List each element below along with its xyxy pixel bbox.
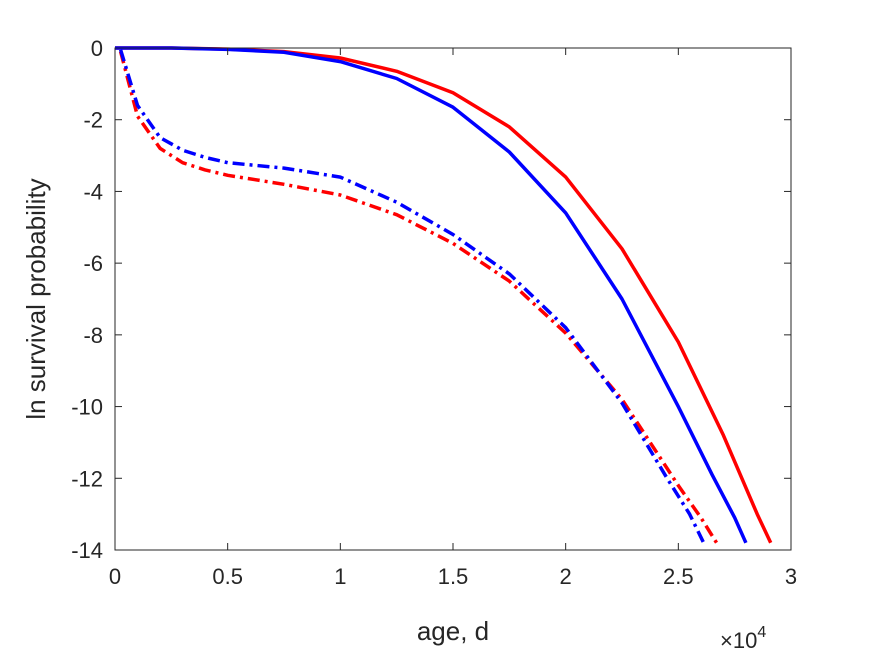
x-tick-label: 1.5: [438, 564, 469, 589]
series-line-2: [115, 46, 748, 544]
x-multiplier-exponent: 4: [757, 624, 766, 641]
x-tick-label: 3: [785, 564, 797, 589]
y-tick-label: -8: [83, 323, 103, 348]
x-axis-title: age, d: [417, 616, 489, 646]
series-layer: [115, 46, 773, 548]
series-line-4: [118, 49, 707, 548]
x-tick-label: 2: [560, 564, 572, 589]
series-line-3: [118, 51, 719, 544]
y-tick-label: -2: [83, 108, 103, 133]
y-tick-label: -10: [71, 395, 103, 420]
y-tick-label: -6: [83, 251, 103, 276]
tick-layer: 0 0.5 1 1.5 2 2.5 3 0 -2 -4 -6 -8 -10 -12 -14: [71, 36, 797, 589]
x-multiplier-base: ×10: [720, 628, 757, 653]
x-tick-label: 0: [109, 564, 121, 589]
x-tick-label: 2.5: [663, 564, 694, 589]
x-multiplier-label: ×104: [720, 624, 766, 653]
y-axis-title: ln survival probability: [21, 178, 51, 419]
y-tick-label: -4: [83, 179, 103, 204]
y-tick-label: 0: [91, 36, 103, 61]
x-tick-label: 0.5: [212, 564, 243, 589]
plot-area: [115, 48, 791, 550]
y-tick-label: -12: [71, 466, 103, 491]
x-tick-label: 1: [334, 564, 346, 589]
y-tick-label: -14: [71, 538, 103, 563]
